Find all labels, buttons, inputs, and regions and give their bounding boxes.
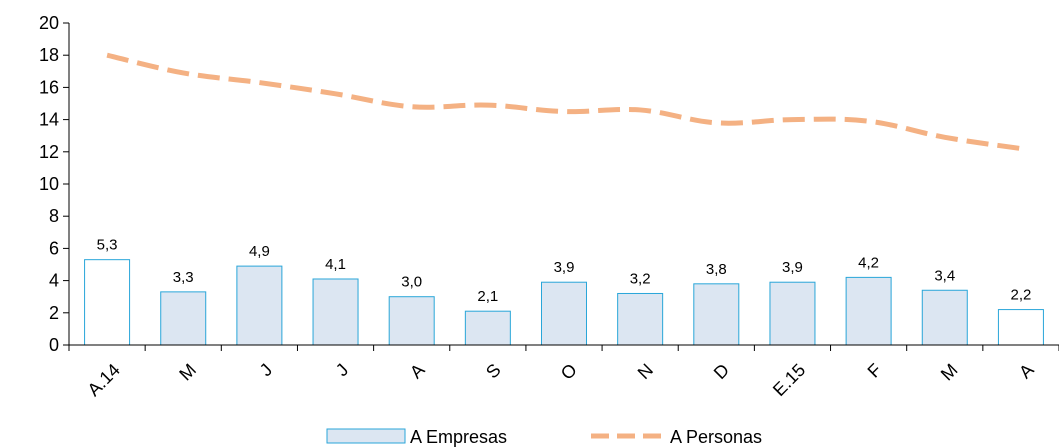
y-axis-ticks: 0 2 4 6 8 10 12 14 16 18 20 [39, 13, 69, 355]
bar-data-label: 4,9 [249, 243, 270, 260]
bar [388, 296, 435, 346]
legend-label-a-empresas: A Empresas [410, 427, 507, 447]
bar-data-label: 4,2 [858, 254, 879, 271]
bar [693, 283, 740, 346]
bar [997, 309, 1044, 346]
x-tick-label: A.14 [84, 360, 124, 400]
bar-data-label: 3,2 [630, 270, 651, 287]
x-tick-label: O [557, 360, 581, 384]
y-tick-label: 4 [49, 271, 59, 291]
y-tick-label: 0 [49, 335, 59, 355]
x-tick-label: J [256, 360, 277, 381]
line-series-a-personas [106, 52, 1022, 152]
y-tick-label: 18 [39, 45, 59, 65]
legend: A Empresas A Personas [326, 427, 762, 447]
y-tick-label: 10 [39, 174, 59, 194]
legend-swatch-a-empresas [326, 428, 406, 444]
bar-data-label: 3,3 [173, 269, 194, 286]
bar [541, 281, 587, 346]
bar-data-label: 3,4 [934, 267, 955, 284]
legend-label-a-personas: A Personas [670, 427, 762, 447]
bar-data-label: 3,9 [782, 259, 803, 276]
bar [312, 278, 359, 346]
x-tick-label: N [634, 360, 657, 383]
y-tick-label: 6 [49, 238, 59, 258]
x-tick-label: D [710, 360, 733, 383]
bar-data-label: 3,8 [706, 261, 727, 278]
bar [921, 289, 968, 346]
bar [160, 291, 207, 346]
bar [464, 310, 511, 346]
x-tick-label: J [332, 360, 353, 381]
bar-data-label: 3,9 [554, 259, 575, 276]
bar [617, 292, 664, 346]
x-tick-label: A [406, 360, 429, 383]
x-tick-label: A [1015, 360, 1038, 383]
x-tick-label: M [175, 360, 200, 385]
bar-series-a-empresas [84, 259, 1044, 346]
x-axis-ticks: A.14 M J J A S O N D E.15 F M A [68, 345, 1059, 400]
x-tick-label: E.15 [769, 360, 809, 400]
y-tick-label: 8 [49, 206, 59, 226]
x-tick-label: M [937, 360, 962, 385]
y-tick-label: 14 [39, 110, 59, 130]
bar-data-label: 5,3 [97, 237, 118, 254]
bar-data-label: 2,1 [477, 288, 498, 305]
y-tick-label: 2 [49, 303, 59, 323]
bar [84, 259, 131, 346]
bar [236, 265, 283, 346]
y-tick-label: 20 [39, 13, 59, 33]
bar-data-label: 2,2 [1010, 287, 1031, 304]
x-tick-label: S [482, 360, 505, 383]
bar [845, 276, 892, 346]
x-tick-label: F [864, 360, 886, 382]
y-tick-label: 12 [39, 142, 59, 162]
bar [769, 281, 816, 346]
bar-data-label: 3,0 [401, 274, 422, 291]
bar-data-labels: 5,3 3,3 4,9 4,1 3,0 2,1 3,9 3,2 3,8 3,9 4,2 3,4 2,2 [97, 237, 1032, 306]
bar-data-label: 4,1 [325, 256, 346, 273]
y-tick-label: 16 [39, 77, 59, 97]
